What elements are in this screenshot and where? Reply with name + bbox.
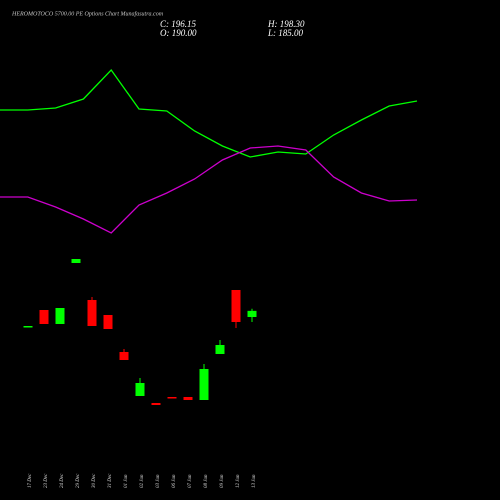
candle-body <box>215 345 225 354</box>
x-tick-label: 24 Dec <box>60 473 65 488</box>
x-tick-label: 17 Dec <box>28 473 33 488</box>
x-tick-label: 01 Jan <box>124 474 129 488</box>
candle-body <box>119 352 129 360</box>
x-tick-label: 29 Dec <box>76 473 81 488</box>
chart-title: HEROMOTOCO 5700.00 PE Options Chart Muna… <box>11 10 164 17</box>
x-tick-label: 03 Jan <box>156 474 161 488</box>
line-series <box>0 145 418 234</box>
line-series <box>0 68 418 158</box>
x-tick-label: 13 Jan <box>252 474 257 488</box>
candle-body <box>167 397 177 399</box>
close-label: C: 196.15 <box>160 19 197 29</box>
candle-body <box>183 397 193 400</box>
candle-body <box>87 300 97 326</box>
candle-body <box>151 403 161 405</box>
candle-body <box>103 315 113 329</box>
candle-body <box>247 310 257 317</box>
open-label: O: 190.00 <box>160 28 197 38</box>
x-tick-label: 08 Jan <box>204 474 209 488</box>
candle-body <box>199 369 209 400</box>
x-tick-label: 30 Dec <box>92 473 97 488</box>
x-tick-label: 06 Jan <box>172 474 177 488</box>
candle-body <box>135 383 145 396</box>
x-tick-label: 02 Jan <box>140 474 145 488</box>
x-tick-label: 31 Dec <box>108 473 113 488</box>
high-label: H: 198.30 <box>267 19 305 29</box>
x-tick-label: 12 Jan <box>236 474 241 488</box>
x-tick-label: 09 Jan <box>220 474 225 488</box>
candle-body <box>71 259 81 263</box>
x-tick-label: 23 Dec <box>44 473 49 488</box>
candle-body <box>23 326 33 328</box>
x-tick-label: 07 Jan <box>188 474 193 488</box>
candle-body <box>55 308 65 324</box>
candle-body <box>231 290 241 322</box>
candle-body <box>39 310 49 324</box>
low-label: L: 185.00 <box>267 28 304 38</box>
